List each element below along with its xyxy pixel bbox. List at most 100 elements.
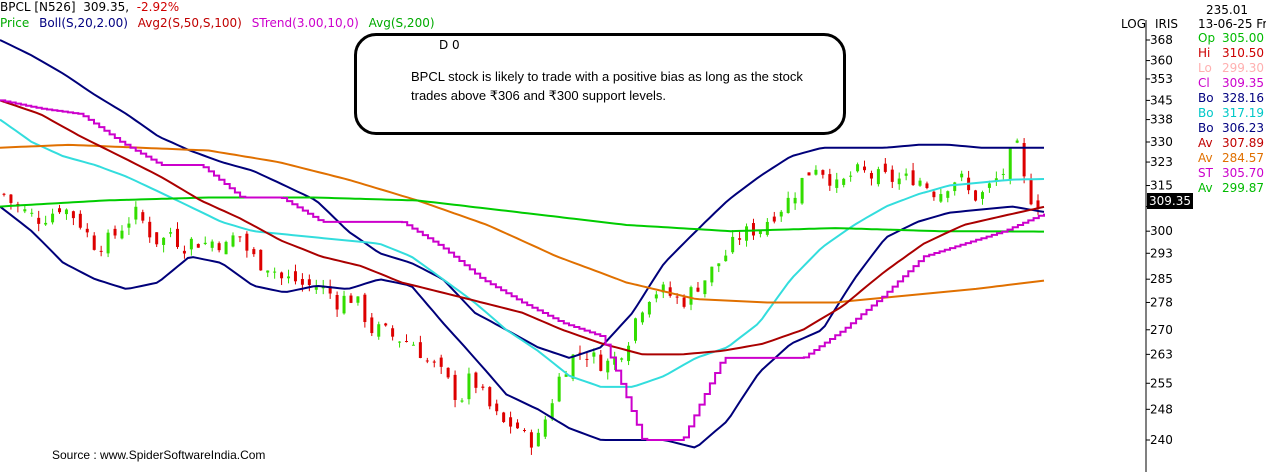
- candle-down: [696, 287, 700, 292]
- y-tick-label: 315: [1150, 179, 1173, 193]
- candle-down: [772, 216, 776, 222]
- candle-up: [918, 180, 922, 186]
- candle-up: [1015, 140, 1019, 143]
- candle-up: [398, 341, 402, 343]
- y-tick-label: 345: [1150, 93, 1173, 107]
- candle-up: [904, 173, 908, 176]
- candle-down: [245, 233, 249, 251]
- ohlc-value: 284.57: [1222, 151, 1264, 165]
- ohlc-row-hi: Hi 310.50: [1196, 46, 1266, 60]
- line-boll-upper: [0, 39, 1044, 359]
- candle-up: [647, 301, 651, 315]
- candle-down: [252, 249, 256, 255]
- right-panel-date: 13-06-25 Fri: [1198, 17, 1266, 31]
- ohlc-label: Bo: [1198, 91, 1214, 105]
- candle-up: [342, 295, 346, 314]
- log-scale-label[interactable]: LOG: [1121, 17, 1147, 31]
- candle-down: [217, 243, 221, 251]
- y-tick-label: 240: [1150, 433, 1173, 447]
- candle-up: [23, 209, 27, 212]
- indicator-lines: [0, 39, 1045, 449]
- candle-down: [495, 403, 499, 412]
- candle-down: [141, 212, 145, 221]
- ohlc-row-bo: Bo 317.19: [1196, 106, 1266, 120]
- candle-down: [148, 221, 152, 238]
- candle-down: [1022, 143, 1026, 177]
- candle-up: [377, 324, 381, 337]
- y-tick-label: 360: [1150, 54, 1173, 68]
- iris-label[interactable]: IRIS: [1155, 17, 1179, 31]
- chart-header: BPCL [N526] 309.35, -2.92%: [0, 0, 179, 14]
- candle-down: [363, 294, 367, 323]
- candle-up: [224, 241, 228, 255]
- candle-up: [411, 344, 415, 346]
- candle-down: [259, 249, 263, 271]
- candle-up: [162, 237, 166, 245]
- ohlc-row-cl: Cl 309.35: [1196, 76, 1266, 90]
- ohlc-value: 317.19: [1222, 106, 1264, 120]
- last-price-tag: 309.35: [1147, 193, 1193, 209]
- ohlc-row-bo: Bo 306.23: [1196, 121, 1266, 135]
- candle-up: [169, 232, 173, 234]
- candle-up: [953, 182, 957, 192]
- candle-up: [745, 226, 749, 241]
- candle-down: [196, 244, 200, 248]
- ohlc-value: 299.87: [1222, 181, 1264, 195]
- price-label: 309.35,: [83, 0, 130, 14]
- candle-up: [765, 221, 769, 235]
- candle-up: [210, 241, 214, 248]
- candle-up: [460, 400, 464, 402]
- candle-down: [911, 170, 915, 186]
- ohlc-value: 305.70: [1222, 166, 1264, 180]
- candle-down: [425, 360, 429, 362]
- candle-up: [203, 242, 207, 244]
- candle-up: [134, 206, 138, 220]
- candle-down: [974, 190, 978, 201]
- candle-up: [536, 432, 540, 447]
- candle-down: [328, 286, 332, 294]
- candle-up: [189, 238, 193, 250]
- candle-up: [30, 212, 34, 214]
- candle-down: [488, 387, 492, 407]
- y-tick-label: 278: [1150, 295, 1173, 309]
- candle-down: [890, 169, 894, 182]
- candle-down: [71, 211, 75, 219]
- candle-up: [550, 403, 554, 420]
- candle-down: [599, 354, 603, 371]
- candle-down: [155, 232, 159, 245]
- candle-up: [800, 177, 804, 204]
- candle-down: [682, 297, 686, 307]
- ohlc-label: Lo: [1198, 61, 1212, 75]
- candle-up: [717, 263, 721, 267]
- candle-down: [280, 272, 284, 279]
- candle-down: [1029, 179, 1033, 205]
- candle-down: [391, 328, 395, 337]
- candle-down: [307, 279, 311, 286]
- candle-up: [564, 374, 568, 377]
- candle-up: [314, 287, 318, 290]
- candle-up: [620, 358, 624, 360]
- candle-up: [856, 164, 860, 172]
- candle-down: [675, 296, 679, 298]
- candle-down: [370, 317, 374, 334]
- candle-up: [939, 194, 943, 202]
- right-panel-top-value: 235.01: [1206, 3, 1248, 17]
- legend-avg2: Avg2(S,50,S,100): [137, 16, 242, 30]
- y-tick-label: 300: [1150, 224, 1173, 238]
- candle-up: [703, 280, 707, 295]
- ohlc-row-av: Av 299.87: [1196, 181, 1266, 195]
- candle-down: [349, 295, 353, 303]
- candle-down: [807, 172, 811, 176]
- candle-down: [175, 228, 179, 247]
- candle-up: [980, 192, 984, 199]
- candle-down: [932, 191, 936, 198]
- ohlc-label: Op: [1198, 31, 1216, 45]
- candle-down: [481, 386, 485, 388]
- y-tick-label: 293: [1150, 246, 1173, 260]
- annotation-callout: D 0 BPCL stock is likely to trade with a…: [354, 33, 846, 135]
- candle-up: [814, 169, 818, 175]
- ohlc-row-st: ST 305.70: [1196, 166, 1266, 180]
- ohlc-row-av: Av 284.57: [1196, 151, 1266, 165]
- candle-down: [474, 372, 478, 388]
